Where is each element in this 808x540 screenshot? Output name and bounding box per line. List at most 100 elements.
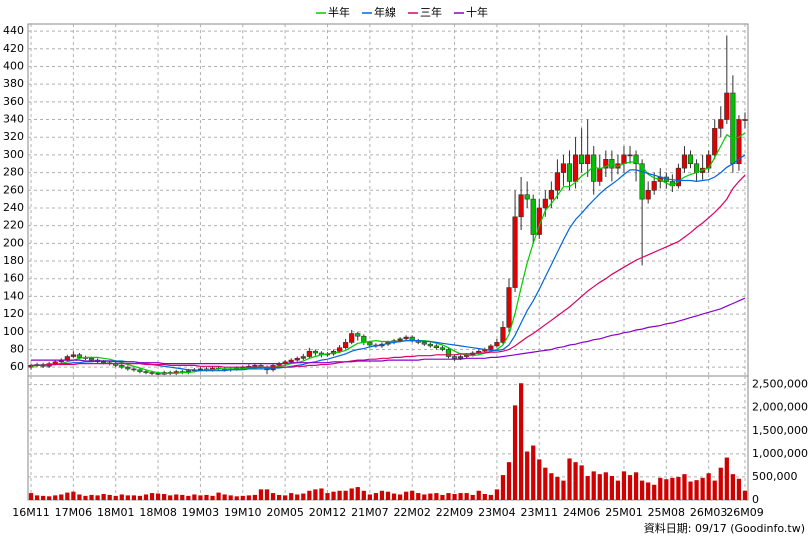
- volume-bar: [609, 476, 614, 500]
- candle-body: [125, 366, 131, 370]
- volume-bar: [543, 467, 548, 500]
- candle-body: [506, 287, 512, 328]
- volume-bar: [531, 445, 536, 500]
- x-tick-label: 22M02: [393, 506, 431, 519]
- volume-bar: [53, 495, 58, 500]
- volume-bar: [59, 494, 64, 500]
- candle-body: [524, 194, 530, 200]
- y2-tick-label: 2,000,000: [752, 401, 808, 414]
- x-tick-label: 19M10: [224, 506, 262, 519]
- y-tick-label: 220: [3, 219, 24, 232]
- y2-tick-label: 0: [752, 493, 759, 506]
- volume-bar: [434, 493, 439, 500]
- y2-tick-label: 1,000,000: [752, 447, 808, 460]
- candle-body: [542, 198, 548, 209]
- candle-body: [579, 154, 585, 165]
- y-tick-label: 300: [3, 148, 24, 161]
- volume-bar: [440, 494, 445, 500]
- volume-bar: [174, 494, 179, 500]
- y-tick-label: 240: [3, 201, 24, 214]
- candle-body: [155, 373, 161, 375]
- volume-bar: [561, 480, 566, 500]
- volume-bar: [210, 495, 215, 500]
- volume-bar: [313, 489, 318, 500]
- volume-bar: [700, 477, 705, 500]
- volume-bar: [525, 451, 530, 500]
- volume-bar: [410, 490, 415, 500]
- ma-line: [31, 297, 746, 365]
- x-tick-label: 26M03: [690, 506, 728, 519]
- volume-bar: [506, 462, 512, 500]
- volume-bar: [428, 493, 433, 500]
- y-tick-label: 440: [3, 24, 24, 37]
- y2-tick-label: 1,500,000: [752, 424, 808, 437]
- volume-bar: [198, 495, 203, 500]
- volume-bar: [258, 489, 264, 500]
- candle-body: [445, 349, 452, 357]
- candle-body: [639, 163, 645, 200]
- volume-bar: [155, 493, 161, 500]
- volume-bar: [361, 490, 366, 500]
- y-tick-label: 420: [3, 42, 24, 55]
- volume-bar: [730, 474, 735, 500]
- x-tick-label: 25M08: [648, 506, 686, 519]
- candle-body: [312, 350, 318, 354]
- volume-bar: [646, 482, 651, 500]
- candle-body: [597, 167, 603, 182]
- x-tick-label: 20M05: [266, 506, 304, 519]
- volume-bar: [168, 495, 173, 500]
- volume-bar: [77, 494, 82, 500]
- price-panel: [27, 23, 749, 377]
- volume-bar: [567, 458, 572, 500]
- candle-body: [633, 154, 639, 165]
- volume-bar: [137, 495, 143, 500]
- volume-bar: [107, 494, 112, 500]
- volume-bar: [47, 496, 52, 500]
- x-tick-label: 21M07: [351, 506, 389, 519]
- volume-bar: [694, 480, 699, 500]
- volume-bar: [676, 476, 681, 500]
- volume-bar: [234, 496, 239, 500]
- volume-bar: [512, 405, 518, 500]
- candle-body: [355, 333, 361, 337]
- volume-bar: [367, 494, 372, 500]
- volume-bar: [240, 495, 245, 500]
- volume-bar: [464, 493, 469, 500]
- candle-body: [651, 181, 657, 191]
- volume-bar: [301, 493, 306, 500]
- volume-bar: [264, 489, 270, 500]
- candle-body: [458, 356, 464, 359]
- candle-body: [560, 163, 567, 173]
- volume-bar: [131, 495, 136, 500]
- candle-body: [403, 336, 409, 340]
- volume-bar: [537, 459, 542, 500]
- y-tick-label: 260: [3, 183, 24, 196]
- candle-body: [687, 154, 694, 165]
- volume-bar: [65, 492, 70, 500]
- candle-body: [427, 343, 433, 347]
- x-tick-label: 26M09: [726, 506, 764, 519]
- volume-bar: [192, 494, 197, 500]
- y-tick-label: 60: [10, 360, 24, 373]
- volume-bar: [404, 491, 409, 500]
- y-tick-label: 320: [3, 130, 24, 143]
- y-tick-label: 140: [3, 289, 24, 302]
- volume-bar: [658, 477, 663, 500]
- volume-bar: [276, 494, 282, 500]
- candle-body: [742, 119, 748, 121]
- volume-bar: [476, 490, 481, 500]
- volume-bar: [385, 491, 391, 500]
- volume-bar: [337, 490, 342, 500]
- x-tick-label: 23M11: [521, 506, 559, 519]
- y2-tick-label: 500,000: [752, 470, 798, 483]
- volume-bar: [95, 495, 100, 500]
- candle-body: [294, 358, 300, 361]
- volume-bar: [34, 495, 40, 500]
- volume-bar: [325, 493, 330, 500]
- legend-label: 年線: [374, 5, 396, 19]
- y-tick-label: 380: [3, 77, 24, 90]
- volume-bar: [422, 494, 427, 500]
- volume-bar: [283, 495, 288, 500]
- volume-bar: [670, 477, 675, 500]
